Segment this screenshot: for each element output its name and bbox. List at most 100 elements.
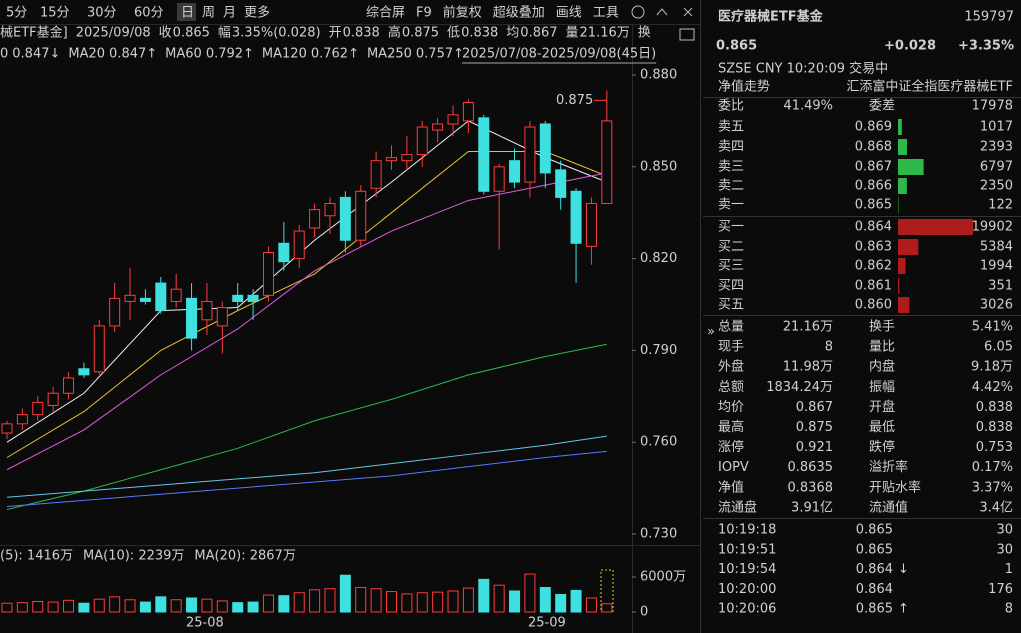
volume-bar: [247, 601, 259, 613]
stat-label: 跌停: [869, 439, 895, 455]
volume-bar: [216, 600, 228, 613]
stat-value: 21.16万: [783, 320, 833, 335]
candle-body: [16, 414, 28, 425]
volume-bar: [139, 601, 151, 613]
info-value: 3.35%(0.028): [232, 26, 321, 41]
collapse-icon[interactable]: [656, 8, 668, 16]
stat-label: 最低: [869, 420, 895, 435]
stat-label: 内盘: [869, 359, 895, 375]
book-qty: 351: [988, 279, 1013, 294]
trade-qty: 30: [996, 542, 1013, 557]
book-price: 0.860: [855, 298, 892, 313]
volume-bar: [278, 595, 290, 613]
collapse-toggle[interactable]: »: [707, 325, 715, 340]
date-label: 25-08: [186, 616, 224, 631]
last-price: 0.865: [716, 39, 757, 54]
book-depth-bar: [898, 258, 906, 274]
price-tick-label: 0.760: [640, 435, 677, 450]
candle-body: [293, 230, 305, 260]
period-tab[interactable]: 5分: [6, 6, 27, 21]
book-qty: 19902: [972, 220, 1013, 235]
book-price: 0.866: [855, 179, 892, 194]
volume-bar: [555, 594, 567, 613]
stat-value: 3.4亿: [979, 500, 1013, 515]
price-tick-label: 0.820: [640, 251, 677, 266]
info-value: 21.16万: [580, 26, 630, 41]
period-tab[interactable]: 15分: [40, 6, 70, 21]
candle-body: [447, 114, 459, 125]
tool-button[interactable]: F9: [416, 6, 432, 21]
book-price: 0.865: [855, 198, 892, 213]
ma-line: [6, 151, 608, 458]
candle-body: [355, 190, 367, 241]
volume-bar: [447, 590, 459, 613]
tool-button[interactable]: 前复权: [443, 5, 482, 21]
book-label: 卖二: [718, 179, 744, 194]
ma-legend-name: MA120: [262, 47, 307, 62]
security-code: 159797: [964, 10, 1014, 25]
volume-bar: [262, 594, 274, 613]
stat-value: 0.838: [976, 400, 1013, 415]
book-qty: 1994: [980, 259, 1013, 274]
stat-value: 0.8635: [788, 460, 834, 475]
volume-bar: [462, 587, 474, 613]
candle-body: [278, 242, 290, 263]
volume-bar: [16, 602, 28, 613]
trade-qty: 1: [1005, 562, 1013, 577]
stat-label: 最高: [718, 419, 744, 435]
period-tab[interactable]: 60分: [134, 6, 164, 21]
volume-tick-label: 0: [640, 605, 648, 620]
stat-value: 0.753: [976, 440, 1013, 455]
date-range[interactable]: 2025/07/08-2025/09/08(45日): [462, 47, 656, 62]
tool-button[interactable]: 超级叠加: [493, 6, 545, 21]
candle-body: [155, 282, 167, 312]
book-qty: 6797: [980, 160, 1013, 175]
settings-icon[interactable]: [631, 5, 645, 19]
candle-body: [386, 157, 397, 162]
book-label: 卖五: [718, 120, 744, 135]
ma-legend-value: 0.847↓: [12, 47, 60, 62]
info-prefix: 械ETF基金]: [0, 25, 68, 41]
close-icon[interactable]: [683, 7, 693, 17]
info-value: 0.867: [520, 26, 557, 41]
period-tab[interactable]: 周: [202, 6, 215, 21]
tool-button[interactable]: 综合屏: [366, 6, 405, 21]
candle-body: [32, 401, 44, 416]
export-icon[interactable]: [679, 28, 695, 41]
volume-bar: [47, 601, 59, 613]
stat-value: 3.37%: [972, 480, 1013, 495]
volume-tick-label: 6000万: [640, 570, 686, 585]
info-value: 0.865: [173, 26, 210, 41]
period-tab[interactable]: 月: [223, 6, 236, 21]
stat-label: 总额: [718, 380, 744, 395]
info-value: 0.838: [343, 26, 380, 41]
info-label: 收: [159, 26, 172, 41]
price-tick-label: 0.790: [640, 343, 677, 358]
price-change: +0.028: [884, 39, 936, 54]
info-label: 量: [566, 26, 579, 41]
tool-button[interactable]: 工具: [593, 6, 619, 21]
book-label: 买一: [718, 220, 744, 235]
price-tick-label: 0.730: [640, 527, 677, 542]
period-tab[interactable]: 日: [181, 6, 194, 21]
period-tab[interactable]: 30分: [87, 6, 117, 21]
volume-bar: [524, 573, 536, 613]
book-depth-bar: [898, 119, 902, 135]
stat-value: 0.17%: [972, 460, 1013, 475]
stat-value: 3.91亿: [791, 500, 833, 515]
volume-bar: [201, 598, 213, 613]
volume-bar: [339, 574, 351, 613]
trade-qty: 176: [988, 582, 1013, 597]
tool-button[interactable]: 画线: [556, 6, 582, 21]
book-label: 卖三: [718, 160, 744, 175]
trade-time: 10:19:18: [718, 523, 776, 538]
volume-bar: [1, 602, 13, 613]
stat-label: 流通盘: [718, 499, 757, 515]
stat-label: 涨停: [718, 439, 744, 455]
period-tab[interactable]: 更多: [244, 5, 270, 21]
ratio-label: 委差: [869, 99, 895, 114]
stat-value: 4.42%: [972, 380, 1013, 395]
volume-bar: [601, 603, 613, 613]
trade-price: 0.865: [856, 602, 893, 617]
